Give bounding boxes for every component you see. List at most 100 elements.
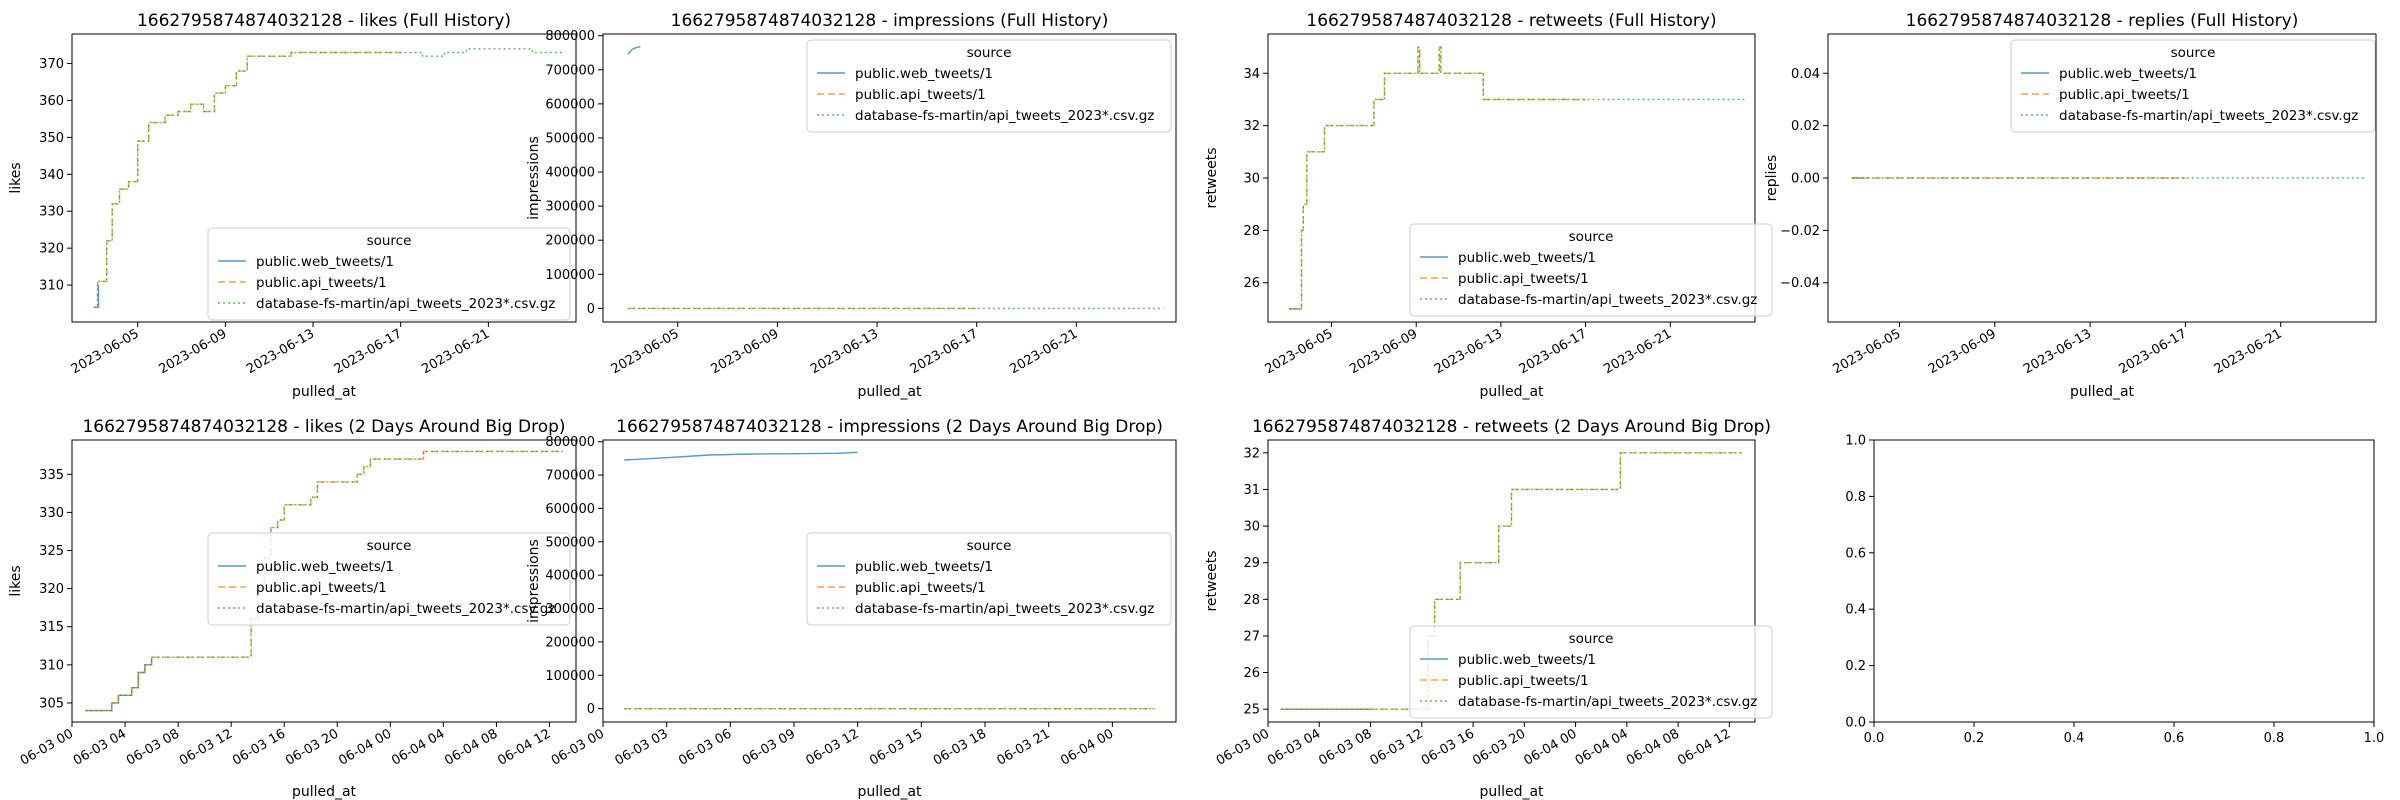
y-axis-label: retweets [1204, 147, 1220, 208]
y-tick-label: 700000 [545, 469, 595, 484]
legend-entry-label: public.api_tweets/1 [256, 275, 387, 291]
x-tick-label: 06-03 00 [1214, 726, 1272, 768]
chart-title: 1662795874874032128 - impressions (2 Day… [616, 417, 1163, 437]
x-tick-label: 2023-06-13 [2021, 326, 2094, 377]
chart-title: 1662795874874032128 - retweets (Full His… [1306, 11, 1716, 31]
y-tick-label: 300000 [545, 200, 595, 215]
x-tick-label: 06-03 04 [1265, 726, 1323, 768]
y-axis-label: likes [8, 565, 24, 596]
y-tick-label: 300000 [545, 602, 595, 617]
series-line-dashed [1289, 46, 1586, 310]
y-tick-label: 320 [39, 242, 64, 257]
y-tick-label: 0.0 [1845, 716, 1866, 731]
y-tick-label: 335 [39, 468, 64, 483]
x-tick-label: 06-03 08 [124, 726, 182, 768]
y-tick-label: 100000 [545, 669, 595, 684]
series-group [93, 48, 565, 308]
y-tick-label: 26 [1243, 276, 1260, 291]
legend-entry-label: database-fs-martin/api_tweets_2023*.csv.… [2059, 108, 2358, 124]
series-group [85, 450, 563, 712]
y-axis-label: retweets [1204, 550, 1220, 611]
legend-title: source [967, 45, 1012, 61]
legend: source public.web_tweets/1 public.api_twee… [2010, 39, 2376, 133]
series-line-dotted [85, 450, 563, 712]
y-tick-label: 30 [1243, 520, 1260, 535]
series-line-dotted [1289, 46, 1745, 310]
legend-box [1409, 223, 1773, 317]
x-tick-label: 06-03 03 [613, 726, 671, 768]
legend-entry-label: public.web_tweets/1 [2059, 66, 2197, 82]
axes-frame [1873, 439, 2375, 723]
x-tick-label: 06-03 12 [177, 726, 235, 768]
legend-entry-label: database-fs-martin/api_tweets_2023*.csv.… [1458, 292, 1757, 308]
legend-entry-label: database-fs-martin/api_tweets_2023*.csv.… [1458, 694, 1757, 710]
y-tick-label: −0.04 [1780, 276, 1820, 291]
legend-box [207, 227, 571, 321]
x-axis-label: pulled_at [2070, 384, 2135, 400]
legend: source public.web_tweets/1 public.api_twee… [1409, 625, 1773, 719]
y-tick-label: 1.0 [1845, 434, 1866, 449]
x-tick-label: 2023-06-21 [2212, 326, 2285, 377]
x-tick-label: 06-03 18 [931, 726, 989, 768]
y-tick-label: 34 [1243, 67, 1260, 82]
series-line-solid [624, 451, 858, 461]
y-axis-label: likes [8, 162, 24, 193]
series-line-dashed [85, 450, 563, 712]
subplot-7: 1662795874874032128 - retweets (2 Days A… [1204, 417, 1773, 800]
x-tick-label: 06-03 20 [1470, 726, 1528, 768]
x-tick-label: 06-03 21 [995, 726, 1053, 768]
x-tick-label: 06-03 00 [549, 726, 607, 768]
x-tick-label: 2023-06-17 [1517, 326, 1590, 377]
y-tick-label: 320 [39, 582, 64, 597]
y-tick-label: 330 [39, 506, 64, 521]
legend: source public.web_tweets/1 public.api_twee… [207, 532, 571, 626]
chart-title: 1662795874874032128 - replies (Full Hist… [1906, 11, 2299, 31]
legend-title: source [367, 538, 412, 554]
y-tick-label: 100000 [545, 268, 595, 283]
subplot-1: 1662795874874032128 - likes (Full Histor… [8, 11, 577, 400]
y-tick-label: 500000 [545, 535, 595, 550]
series-group [627, 45, 1164, 310]
x-tick-label: 2023-06-21 [1007, 326, 1080, 377]
series-group [1289, 46, 1745, 310]
y-tick-label: 27 [1243, 629, 1260, 644]
x-axis-label: pulled_at [292, 784, 357, 800]
chart-title: 1662795874874032128 - impressions (Full … [671, 11, 1109, 31]
x-tick-label: 06-04 00 [1058, 726, 1116, 768]
series-group [624, 451, 1155, 710]
y-tick-label: 31 [1243, 483, 1260, 498]
x-tick-label: 06-03 04 [71, 726, 129, 768]
legend-entry-label: public.web_tweets/1 [256, 254, 394, 270]
legend-box [1409, 625, 1773, 719]
x-tick-label: 2023-06-17 [332, 326, 405, 377]
legend-entry-label: public.api_tweets/1 [855, 580, 986, 596]
x-tick-label: 2023-06-09 [708, 326, 781, 377]
x-axis-label: pulled_at [1479, 784, 1544, 800]
x-tick-label: 06-03 09 [740, 726, 798, 768]
subplot-6: 1662795874874032128 - impressions (2 Day… [526, 417, 1177, 800]
legend-entry-label: public.api_tweets/1 [2059, 87, 2190, 103]
y-tick-label: 700000 [545, 63, 595, 78]
subplot-8: 0.0 0.2 0.4 0.6 0.8 1.0 0.0 0.2 0.4 0.6 0.8 1.0 [1845, 434, 2384, 747]
y-tick-label: 0 [587, 702, 595, 717]
legend: source public.web_tweets/1 public.api_twee… [207, 227, 571, 321]
y-tick-label: 0.8 [1845, 490, 1866, 505]
legend-entry-label: public.web_tweets/1 [1458, 250, 1596, 266]
legend-entry-label: database-fs-martin/api_tweets_2023*.csv.… [256, 601, 555, 617]
y-tick-label: 370 [39, 57, 64, 72]
y-tick-label: 360 [39, 94, 64, 109]
y-axis-label: impressions [526, 539, 542, 623]
x-tick-label: 06-03 16 [1419, 726, 1477, 768]
legend-title: source [367, 233, 412, 249]
legend-entry-label: database-fs-martin/api_tweets_2023*.csv.… [855, 601, 1154, 617]
x-tick-label: 06-03 16 [230, 726, 288, 768]
legend: source public.web_tweets/1 public.api_twee… [1409, 223, 1773, 317]
y-tick-label: 600000 [545, 97, 595, 112]
x-tick-label: 2023-06-09 [156, 326, 229, 377]
x-tick-label: 2023-06-17 [908, 326, 981, 377]
x-axis-label: pulled_at [857, 784, 922, 800]
x-tick-label: 06-04 04 [1573, 726, 1631, 768]
y-tick-label: 325 [39, 544, 64, 559]
y-tick-label: 0.4 [1845, 603, 1866, 618]
